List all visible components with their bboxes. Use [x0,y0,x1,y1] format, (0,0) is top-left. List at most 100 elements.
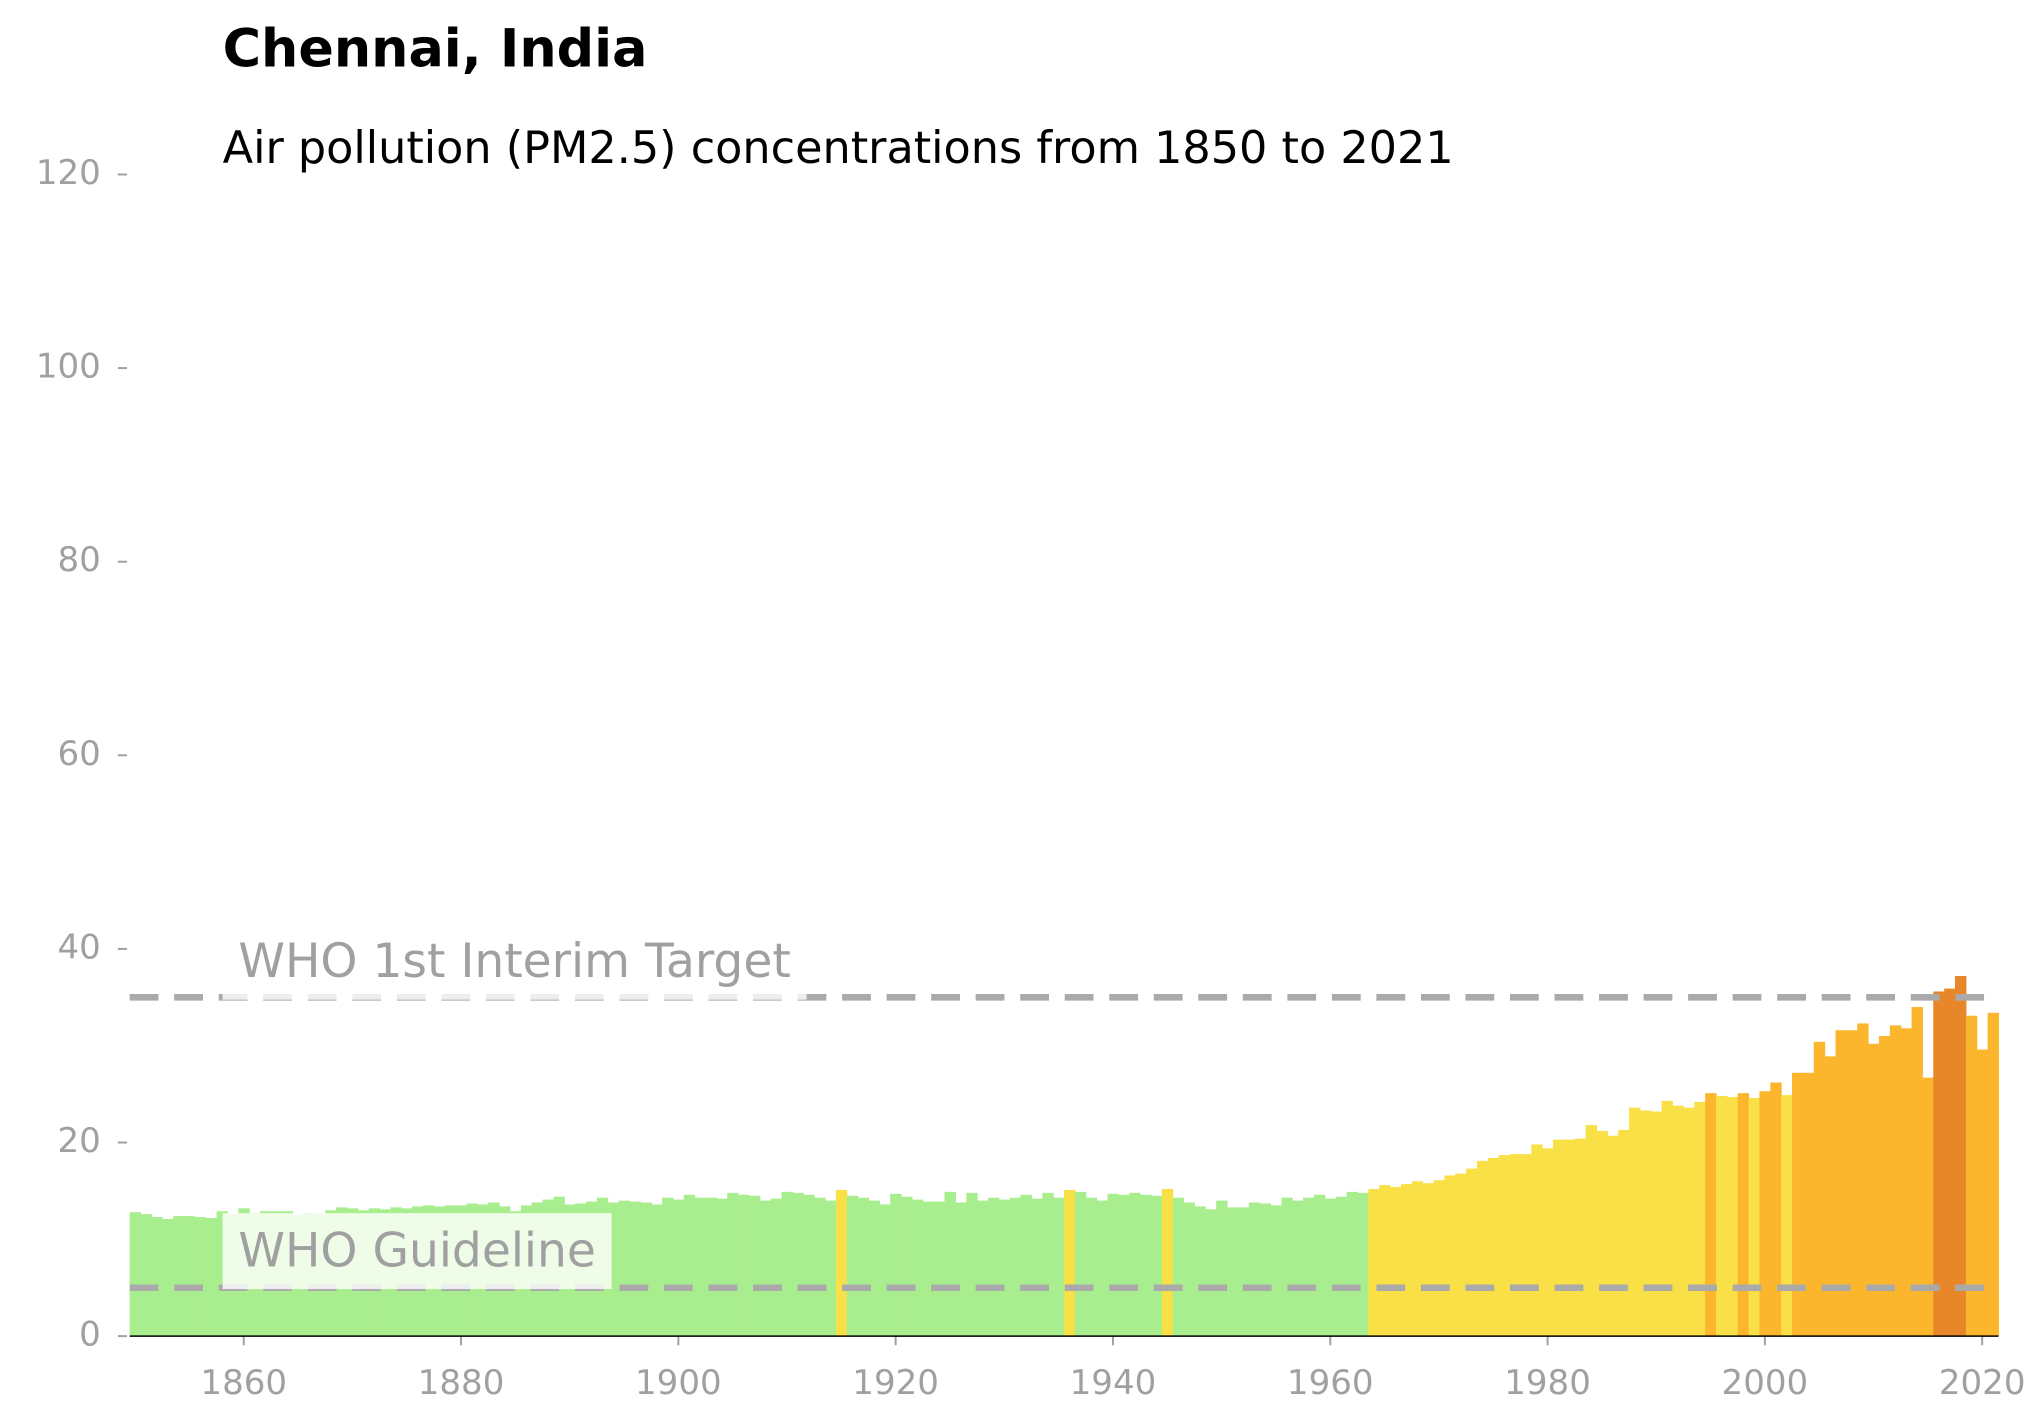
bar [1694,1101,1706,1337]
bar [1303,1197,1315,1337]
bar [672,1199,685,1337]
bar [825,1200,837,1337]
bar [1444,1175,1456,1337]
bar [1531,1144,1543,1337]
bar [868,1200,880,1337]
bar [846,1195,859,1337]
bar [1390,1187,1402,1337]
y-tick-label: 120 [36,153,101,193]
bar [1857,1023,1869,1337]
x-tick-label: 2000 [1722,1363,1809,1403]
x-tick-label: 1900 [635,1363,722,1403]
bar [835,1189,848,1337]
x-tick-label: 1980 [1504,1363,1591,1403]
bar [1476,1160,1489,1337]
bar [1183,1202,1195,1337]
bar [694,1197,707,1337]
bar [1878,1036,1891,1337]
bar [1281,1197,1293,1337]
bar [1792,1072,1804,1337]
bar [1129,1192,1141,1337]
bar [1053,1197,1065,1337]
bar [1563,1139,1576,1337]
x-tick-label: 1920 [852,1363,939,1403]
bar [1368,1188,1380,1337]
bar [1629,1107,1641,1337]
bar [607,1202,620,1337]
bar [1194,1206,1206,1337]
bar [781,1191,793,1337]
bar [988,1197,1000,1337]
bar [1466,1168,1478,1337]
bar [1824,1056,1837,1337]
bar [966,1192,978,1337]
reference-label: WHO 1st Interim Target [238,934,790,989]
bar [183,1216,196,1337]
y-tick-label: 80 [58,540,101,580]
bar [162,1218,174,1337]
bar [922,1201,935,1337]
bar [1618,1129,1630,1337]
bar [1009,1197,1022,1337]
bar [1770,1082,1782,1337]
bar [1411,1181,1424,1337]
bar [1933,991,1945,1337]
bar [1324,1198,1337,1337]
bar [1205,1209,1217,1337]
bar [1683,1107,1695,1337]
bar [1237,1207,1250,1337]
bar [1965,1015,1978,1337]
bar [1737,1093,1750,1337]
bar [151,1217,163,1337]
bar [1759,1091,1771,1337]
bar [1607,1135,1619,1337]
bar [911,1199,924,1337]
bar [1520,1154,1532,1337]
bar [1552,1139,1565,1337]
bar [803,1194,815,1337]
bar [748,1195,761,1337]
x-tick-label: 2020 [1939,1363,2026,1403]
bar [1846,1030,1858,1337]
bar [792,1192,804,1337]
bar [1031,1198,1043,1337]
x-tick-label: 1940 [1070,1363,1157,1403]
bar [651,1204,663,1337]
bar [1292,1200,1304,1337]
bar [1422,1183,1435,1337]
bar [1596,1130,1608,1337]
bar [1955,976,1967,1337]
bar [1379,1185,1391,1337]
bar [1096,1200,1109,1337]
bar [216,1211,228,1337]
label-background [222,1213,612,1290]
bar [173,1216,185,1337]
bar [129,1212,142,1337]
bar [1781,1095,1793,1337]
bar [1922,1077,1934,1337]
x-tick-label: 1880 [418,1363,505,1403]
bar [1585,1125,1597,1337]
bar [1672,1105,1684,1337]
bar [618,1200,630,1337]
bar [727,1192,739,1337]
bar [1042,1192,1054,1337]
bar [1118,1194,1130,1337]
bar [1661,1100,1674,1337]
bar [1259,1203,1272,1337]
label-background [222,923,807,1000]
bar [1400,1184,1413,1337]
bar [1748,1097,1760,1337]
bar [1944,988,1956,1337]
bar [1085,1197,1098,1337]
bar [1813,1041,1826,1337]
bar [683,1194,696,1337]
chart-title: Chennai, India [223,19,648,80]
bar [1107,1193,1119,1337]
bar [944,1191,956,1337]
bar [1509,1154,1521,1337]
bar [1705,1093,1717,1337]
bar [759,1200,772,1337]
